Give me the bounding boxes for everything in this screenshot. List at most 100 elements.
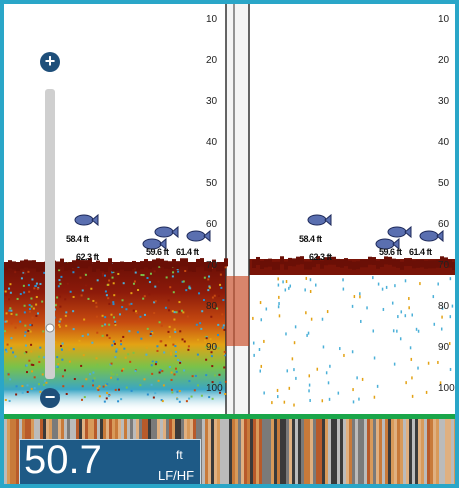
sonar-return-dot — [214, 374, 217, 377]
sonar-return-dot — [179, 330, 182, 333]
sonar-return-dot — [393, 362, 396, 366]
bottom-edge — [368, 256, 372, 265]
sonar-return-dot — [134, 271, 137, 274]
sonar-return-dot — [25, 371, 28, 374]
sonar-return-dot — [404, 314, 407, 318]
sonar-return-dot — [108, 302, 111, 305]
sonar-return-dot — [214, 345, 217, 348]
sonar-return-dot — [159, 340, 162, 343]
sonar-return-dot — [36, 287, 39, 290]
sonar-return-dot — [136, 331, 139, 334]
bottom-edge — [92, 263, 96, 272]
bottom-edge — [264, 259, 268, 268]
bottom-edge — [268, 258, 272, 267]
sonar-return-dot — [223, 328, 226, 331]
sonar-return-dot — [278, 302, 280, 306]
bottom-edge — [344, 258, 348, 267]
bottom-edge — [380, 259, 384, 268]
sonar-return-dot — [121, 369, 124, 372]
zoom-in-button[interactable]: + — [40, 52, 60, 72]
sonar-return-dot — [64, 298, 67, 301]
bottom-edge — [304, 261, 308, 270]
bottom-edge — [328, 256, 332, 265]
sonar-return-dot — [222, 299, 225, 302]
sonar-return-dot — [396, 329, 398, 333]
sonar-return-dot — [260, 364, 263, 368]
sonar-return-dot — [9, 283, 12, 286]
sonar-return-dot — [95, 315, 98, 318]
bottom-edge — [424, 260, 428, 269]
sonar-return-dot — [122, 335, 125, 338]
side-scan-column — [250, 419, 253, 484]
sonar-return-dot — [9, 378, 12, 381]
sonar-return-dot — [211, 381, 214, 384]
bottom-edge — [80, 260, 84, 269]
sonar-return-dot — [202, 299, 205, 302]
sonar-return-dot — [321, 399, 324, 403]
zoom-out-button[interactable]: − — [40, 388, 60, 408]
sonar-return-dot — [146, 327, 149, 330]
sonar-return-dot — [122, 282, 125, 285]
sonar-return-dot — [155, 361, 158, 364]
side-scan-column — [295, 419, 298, 484]
sonar-return-dot — [411, 313, 413, 317]
sonar-return-dot — [288, 286, 290, 290]
frequency-label: LF/HF — [158, 468, 195, 483]
sonar-return-dot — [278, 295, 280, 299]
bottom-edge — [312, 259, 316, 268]
bottom-edge — [164, 260, 168, 269]
sonar-return-dot — [41, 300, 44, 303]
sonar-return-dot — [10, 337, 13, 340]
sonar-return-dot — [42, 356, 45, 359]
side-scan-column — [400, 419, 403, 484]
sonar-return-dot — [172, 343, 175, 346]
side-scan-column — [376, 419, 379, 484]
sonar-return-dot — [110, 362, 113, 365]
sonar-return-dot — [437, 282, 439, 286]
side-scan-column — [211, 419, 214, 484]
sonar-return-dot — [154, 363, 157, 366]
fish-icon — [142, 237, 167, 251]
side-scan-column — [388, 419, 391, 484]
side-scan-column — [340, 419, 343, 484]
bottom-edge — [108, 258, 112, 267]
right-sonar-panel — [249, 4, 455, 414]
sonar-return-dot — [185, 400, 188, 403]
sonar-return-dot — [42, 383, 45, 386]
side-scan-column — [307, 419, 310, 484]
sonar-return-dot — [342, 278, 344, 282]
sonar-return-dot — [177, 290, 180, 293]
sonar-return-dot — [65, 324, 68, 327]
sonar-return-dot — [4, 320, 7, 323]
sonar-return-dot — [289, 284, 292, 288]
sonar-return-dot — [189, 287, 192, 290]
sonar-return-dot — [89, 373, 92, 376]
sonar-return-dot — [33, 287, 36, 290]
sonar-return-dot — [352, 388, 354, 392]
sonar-return-dot — [92, 371, 95, 374]
fish-icon — [154, 225, 179, 239]
bottom-edge — [440, 256, 444, 265]
right-depth-tick: 40 — [438, 137, 450, 148]
sonar-return-dot — [196, 353, 199, 356]
flasher-bar — [226, 276, 249, 346]
sonar-return-dot — [124, 356, 127, 359]
sonar-return-dot — [191, 375, 194, 378]
sonar-return-dot — [351, 350, 354, 354]
sonar-return-dot — [117, 319, 120, 322]
sonar-return-dot — [149, 333, 152, 336]
sonar-return-dot — [90, 287, 93, 290]
sonar-return-dot — [224, 380, 227, 383]
sonar-return-dot — [432, 295, 435, 299]
sonar-return-dot — [154, 392, 157, 395]
sonar-return-dot — [28, 304, 31, 307]
fish-depth-label: 61.4 ft — [176, 247, 199, 257]
sonar-return-dot — [54, 341, 57, 344]
sonar-return-dot — [293, 403, 295, 407]
sonar-return-dot — [35, 367, 38, 370]
bottom-edge — [136, 263, 140, 272]
left-depth-tick: 50 — [206, 178, 218, 189]
sonar-return-dot — [325, 371, 328, 375]
sonar-return-dot — [25, 344, 28, 347]
sonar-return-dot — [381, 287, 384, 291]
